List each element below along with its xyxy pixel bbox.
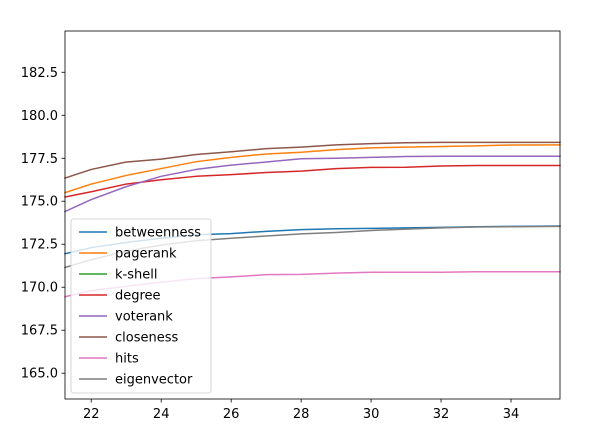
series-line-degree [64,164,561,198]
x-tick-label: 34 [503,407,520,422]
y-tick-label: 170.0 [21,281,58,296]
plot-area-frame [64,30,561,400]
legend-label: pagerank [115,247,177,262]
legend-label: eigenvector [115,373,193,388]
legend-label: closeness [115,331,178,346]
x-tick-label: 24 [153,407,170,422]
x-tick-label: 26 [223,407,240,422]
series-line-closeness [64,141,561,179]
legend-frame [70,218,212,394]
y-tick-label: 172.5 [21,238,58,253]
y-tick-label: 165.0 [21,367,58,382]
y-tick-label: 180.0 [21,109,58,124]
x-tick-label: 32 [433,407,450,422]
legend-label: betweenness [115,226,201,241]
y-tick-label: 167.5 [21,324,58,339]
x-tick-label: 22 [83,407,100,422]
legend-label: hits [115,352,139,367]
series-line-pagerank [64,144,561,194]
legend-label: k-shell [115,268,157,283]
y-tick-label: 175.0 [21,195,58,210]
y-axis: 165.0 167.5 170.0 172.5 175.0 177.5 180.0 182.5 [21,66,65,382]
series-line-voterank [64,155,561,213]
legend-label: degree [115,289,161,304]
y-tick-label: 177.5 [21,152,58,167]
legend: betweenness pagerank k-shell degree voterank… [70,218,212,394]
x-tick-label: 30 [363,407,380,422]
x-tick-label: 28 [293,407,310,422]
y-tick-label: 182.5 [21,66,58,81]
legend-label: voterank [115,310,173,325]
x-axis: 22 24 26 28 30 32 34 [83,399,519,422]
